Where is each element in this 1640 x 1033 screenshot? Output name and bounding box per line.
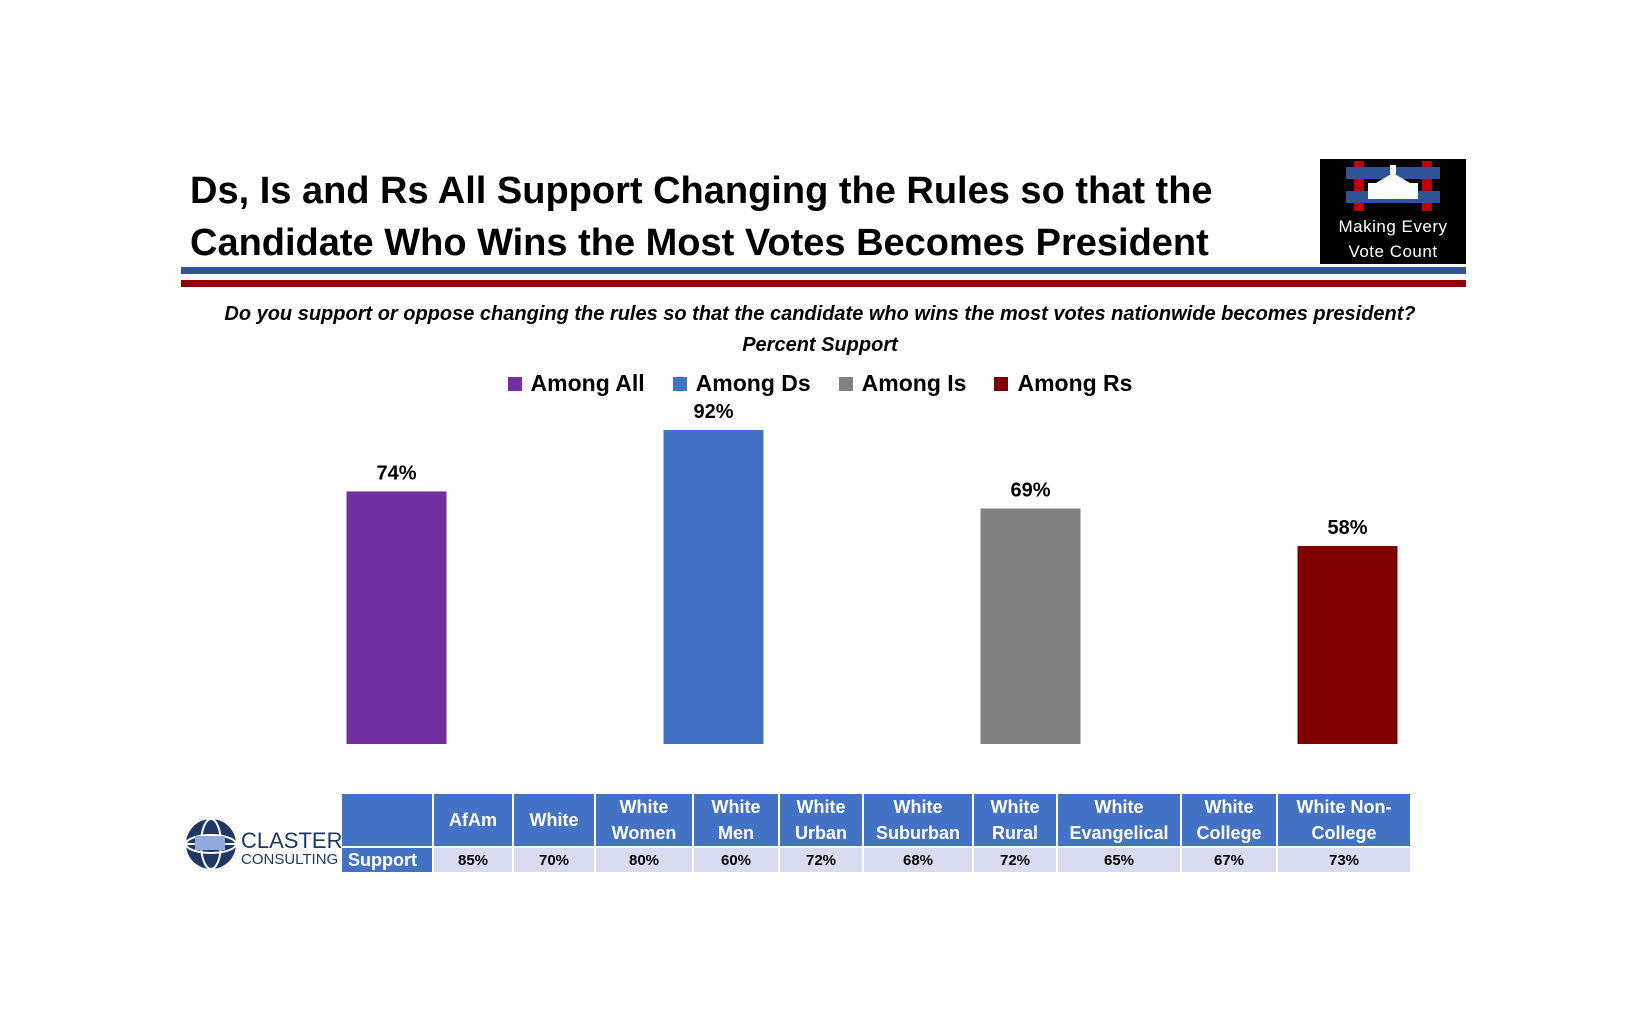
- table-header-text: Men: [718, 823, 754, 843]
- legend-label-is: Among Is: [861, 370, 967, 396]
- table-header-text: Women: [611, 823, 677, 843]
- globe-icon: [185, 818, 237, 870]
- bar-0: [346, 491, 447, 744]
- legend-label-ds: Among Ds: [695, 370, 811, 396]
- legend-item-is: Among Is: [838, 370, 967, 397]
- table-header-cell: White Rural: [972, 792, 1058, 848]
- claster-consulting-logo: CLASTER CONSULTING: [185, 812, 342, 878]
- table-cell: 72%: [778, 846, 864, 874]
- table-header-text: White: [1094, 797, 1144, 817]
- bar-value-label-3: 58%: [1327, 517, 1367, 539]
- table-header-text: White: [529, 810, 579, 830]
- table-header-text: White: [619, 797, 669, 817]
- table-header-text: College: [1196, 823, 1262, 843]
- table-header-cell: White Women: [594, 792, 694, 848]
- table-header-cell: White: [512, 792, 596, 848]
- legend-label-all: Among All: [530, 370, 645, 396]
- table-cell: 68%: [862, 846, 974, 874]
- capitol-building-icon: [1346, 161, 1440, 211]
- table-header-cell: White Urban: [778, 792, 864, 848]
- table-header-cell: White Non- College: [1276, 792, 1412, 848]
- legend-item-all: Among All: [507, 370, 645, 397]
- demographics-table: AfAm White White Women White Men White Urban Whi…: [340, 792, 1412, 874]
- table-header-cell: White College: [1180, 792, 1278, 848]
- bar-3: [1297, 546, 1398, 744]
- table-header-cell: White Suburban: [862, 792, 974, 848]
- bar-2: [980, 508, 1081, 744]
- logo-text-line-1: Making Every: [1338, 217, 1448, 236]
- survey-question: Do you support or oppose changing the ru…: [224, 303, 1416, 325]
- table-header-text: White: [893, 797, 943, 817]
- table-header-text: Rural: [991, 823, 1038, 843]
- table-header-cell: AfAm: [432, 792, 514, 848]
- table-header-text: White: [711, 797, 761, 817]
- bar-value-label-0: 74%: [376, 462, 416, 484]
- table-cell: 65%: [1056, 846, 1182, 874]
- table-row-label: Support: [340, 846, 434, 874]
- table-cell: 85%: [432, 846, 514, 874]
- table-cell: 73%: [1276, 846, 1412, 874]
- title-line-1: Ds, Is and Rs All Support Changing the R…: [190, 170, 1213, 212]
- legend-item-ds: Among Ds: [672, 370, 811, 397]
- table-header-text: College: [1311, 823, 1377, 843]
- table-cell: 60%: [692, 846, 780, 874]
- claster-logo-line-2: CONSULTING: [241, 851, 339, 868]
- bar-value-label-1: 92%: [693, 401, 733, 423]
- legend-item-rs: Among Rs: [994, 370, 1132, 397]
- table-header-text: White Non-: [1296, 797, 1392, 817]
- legend-swatch-ds: [672, 376, 687, 391]
- table-header-text: AfAm: [449, 810, 497, 830]
- table-header-cell: White Men: [692, 792, 780, 848]
- legend-label-rs: Among Rs: [1017, 370, 1133, 396]
- table-header-cell: White Evangelical: [1056, 792, 1182, 848]
- table-header-text: Suburban: [876, 823, 960, 843]
- claster-logo-line-1: CLASTER: [241, 828, 343, 853]
- table-cell: 70%: [512, 846, 596, 874]
- title-rule-blue: [181, 267, 1466, 274]
- table-header-text: White: [796, 797, 846, 817]
- bar-value-label-2: 69%: [1010, 480, 1050, 502]
- table-row: Support 85% 70% 80% 60% 72% 68% 72% 65% 67% 73%: [340, 846, 1412, 874]
- logo-text-line-2: Vote Count: [1348, 242, 1438, 261]
- table-header-text: White: [990, 797, 1040, 817]
- page-title: Ds, Is and Rs All Support Changing the R…: [190, 165, 1290, 269]
- table-header-corner: [340, 792, 434, 848]
- table-header-text: Urban: [794, 823, 847, 843]
- table-cell: 80%: [594, 846, 694, 874]
- table-cell: 72%: [972, 846, 1058, 874]
- table-header-text: White: [1204, 797, 1254, 817]
- legend-swatch-is: [838, 376, 853, 391]
- chart-legend: Among All Among Ds Among Is Among Rs: [0, 370, 1640, 397]
- bar-1: [663, 430, 764, 744]
- legend-swatch-rs: [994, 376, 1009, 391]
- table-header-row: AfAm White White Women White Men White Urban Whi…: [340, 792, 1412, 848]
- title-rule-red: [181, 280, 1466, 287]
- title-line-2: Candidate Who Wins the Most Votes Become…: [190, 222, 1209, 264]
- making-every-vote-count-logo: Making Every Vote Count: [1320, 159, 1466, 264]
- table-header-text: Evangelical: [1069, 823, 1169, 843]
- legend-swatch-all: [507, 376, 522, 391]
- chart-subtitle: Percent Support: [742, 334, 898, 356]
- table-cell: 67%: [1180, 846, 1278, 874]
